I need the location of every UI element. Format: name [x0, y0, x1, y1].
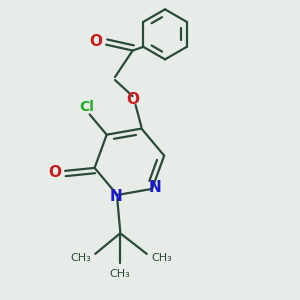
Text: CH₃: CH₃	[151, 253, 172, 263]
Text: O: O	[89, 34, 102, 49]
Text: N: N	[149, 180, 161, 195]
Text: N: N	[110, 189, 122, 204]
Text: O: O	[126, 92, 139, 106]
Text: CH₃: CH₃	[110, 269, 130, 280]
Text: O: O	[48, 165, 61, 180]
Text: Cl: Cl	[79, 100, 94, 114]
Text: CH₃: CH₃	[70, 253, 91, 263]
